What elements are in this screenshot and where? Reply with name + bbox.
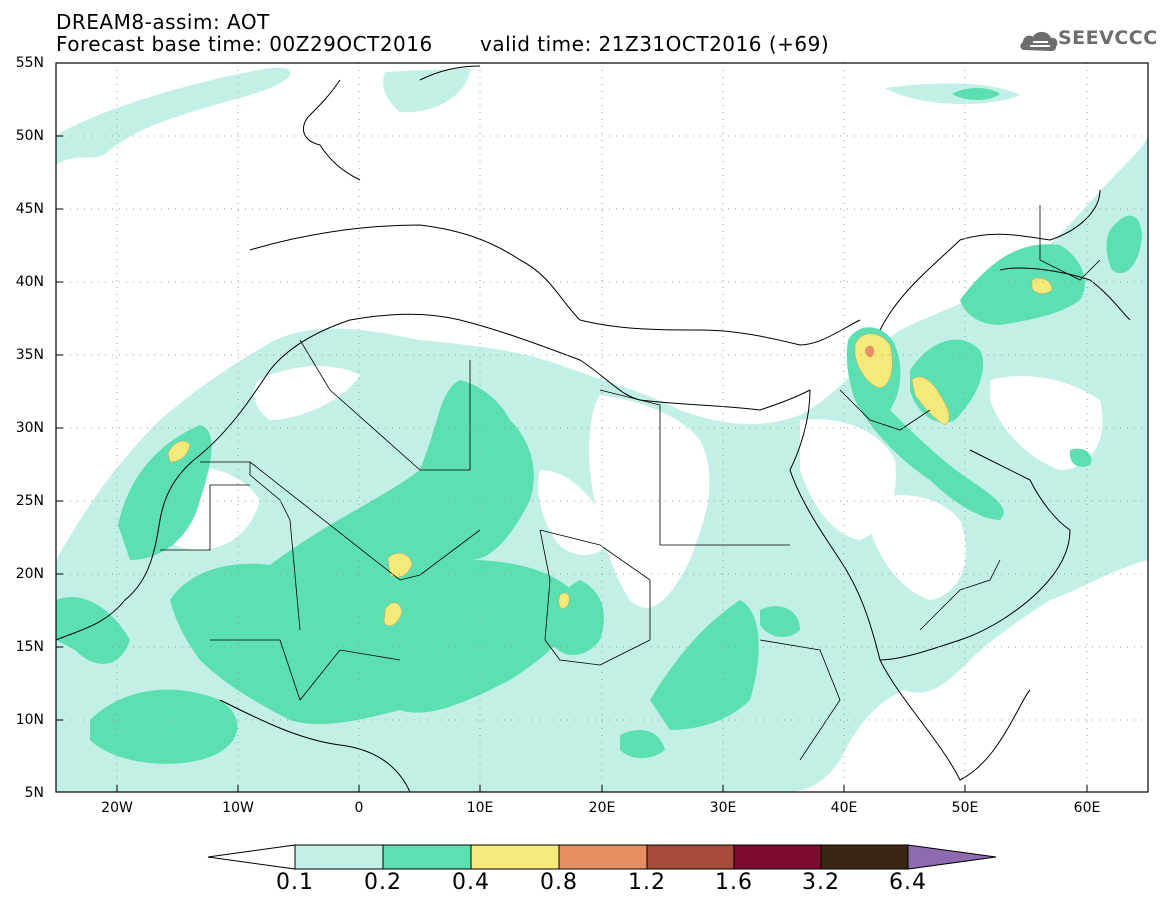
colorbar-label: 0.1 (276, 870, 314, 895)
colorbar-segment (820, 844, 909, 870)
cloud-icon (1020, 31, 1058, 51)
lon-label: 0 (354, 800, 364, 816)
lat-label: 45N (15, 201, 44, 217)
lat-label: 35N (15, 347, 44, 363)
aot-contours (56, 67, 1148, 792)
colorbar-label: 3.2 (802, 870, 840, 895)
forecast-base-time: Forecast base time: 00Z29OCT2016 (56, 32, 433, 56)
lon-label: 10E (466, 800, 494, 816)
colorbar-segment (646, 844, 735, 870)
lon-label: 60E (1073, 800, 1101, 816)
colorbar (207, 844, 997, 870)
lat-label: 5N (24, 785, 44, 801)
colorbar-label: 6.4 (889, 870, 927, 895)
colorbar-segment (294, 844, 384, 870)
valid-time: valid time: 21Z31OCT2016 (+69) (480, 32, 830, 56)
lat-label: 10N (15, 712, 44, 728)
lon-label: 20W (101, 800, 133, 816)
lat-label: 30N (15, 420, 44, 436)
lon-label: 40E (830, 800, 858, 816)
aot-level-0.2 (56, 88, 1142, 764)
coastlines (56, 65, 1131, 792)
colorbar-segment (558, 844, 648, 870)
colorbar-label: 1.2 (628, 870, 666, 895)
colorbar-segment (382, 844, 472, 870)
colorbar-segment (733, 844, 822, 870)
lat-label: 15N (15, 639, 44, 655)
graticule (56, 63, 1148, 792)
lon-label: 10W (222, 800, 254, 816)
lat-label: 50N (15, 128, 44, 144)
lon-label: 20E (588, 800, 616, 816)
colorbar-label: 0.8 (540, 870, 578, 895)
aot-level-0.4 (167, 277, 1053, 627)
logo-text: SEEVCCC (1058, 27, 1158, 49)
colorbar-label: 0.4 (452, 870, 490, 895)
colorbar-segment-above (907, 844, 997, 870)
lat-label: 40N (15, 274, 44, 290)
lon-label: 30E (709, 800, 737, 816)
aot-level-0.8 (865, 345, 875, 358)
lat-label: 25N (15, 493, 44, 509)
colorbar-segment-below (207, 844, 296, 870)
lat-label: 55N (15, 55, 44, 71)
axis-ticks (56, 62, 1088, 793)
map-title: DREAM8-assim: AOT (56, 10, 270, 34)
colorbar-label: 0.2 (364, 870, 402, 895)
lat-label: 20N (15, 566, 44, 582)
colorbar-segment (470, 844, 560, 870)
colorbar-label: 1.6 (715, 870, 753, 895)
lon-label: 50E (951, 800, 979, 816)
country-borders (160, 205, 1101, 761)
aot-clear-areas (157, 365, 1103, 608)
